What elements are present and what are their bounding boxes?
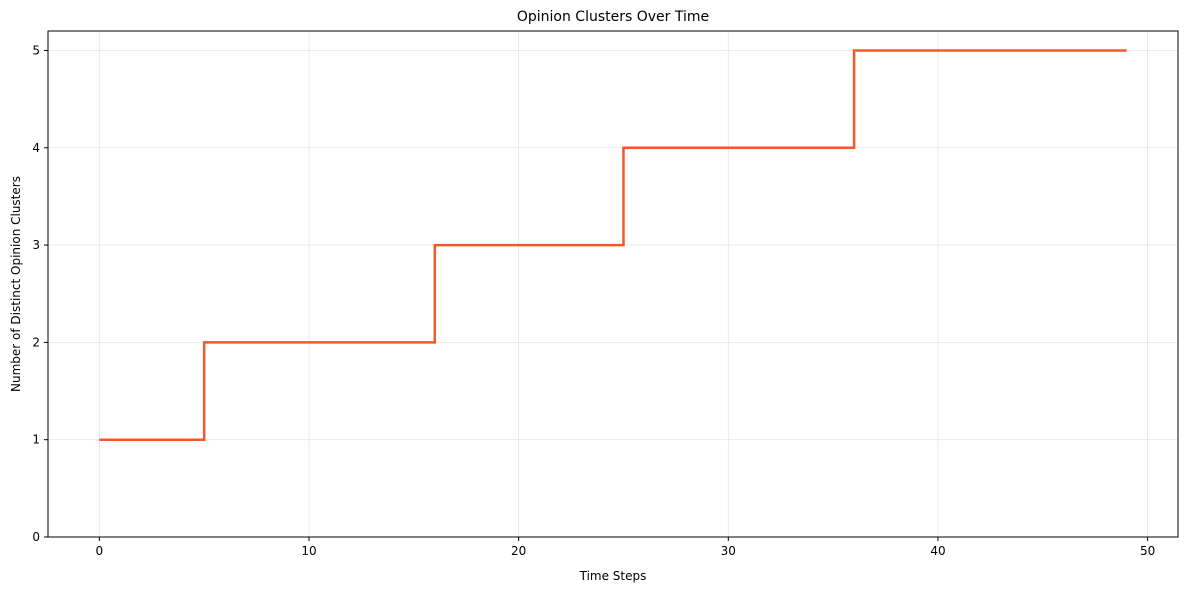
x-tick-label: 20: [511, 544, 526, 558]
chart-title: Opinion Clusters Over Time: [517, 9, 709, 25]
x-tick-label: 50: [1140, 544, 1155, 558]
x-tick-label: 40: [930, 544, 945, 558]
series-layer: [99, 49, 1127, 441]
grid: [48, 31, 1178, 538]
x-axis-label: Time Steps: [579, 569, 647, 583]
x-tick-label: 10: [301, 544, 316, 558]
y-tick-label: 0: [32, 530, 40, 544]
y-tick-label: 2: [32, 335, 40, 349]
y-tick-label: 1: [32, 433, 40, 447]
x-tick-label: 0: [96, 544, 104, 558]
y-tick-label: 5: [32, 43, 40, 57]
x-tick-label: 30: [721, 544, 736, 558]
ticks: 0 10 20 30 40 50 0 1 2 3 4 5: [32, 43, 1155, 558]
series-line: [99, 49, 1127, 441]
y-tick-label: 4: [32, 141, 40, 155]
plot-frame: [47, 30, 1179, 538]
y-tick-label: 3: [32, 238, 40, 252]
y-axis-label: Number of Distinct Opinion Clusters: [9, 176, 23, 392]
